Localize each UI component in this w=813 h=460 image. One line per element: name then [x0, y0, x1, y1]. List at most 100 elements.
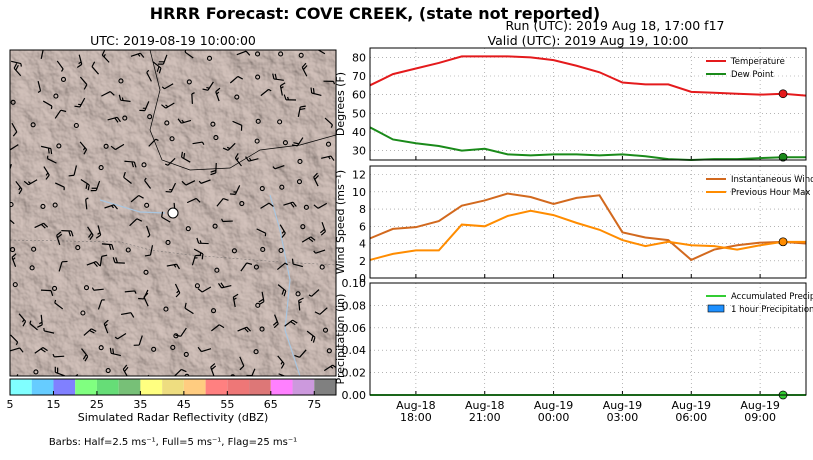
wind-barb — [54, 366, 65, 376]
wind-barb — [90, 180, 101, 192]
wind-barb — [103, 319, 109, 334]
wind-barb — [144, 177, 152, 189]
x-tick-label: Aug-19 09:00 — [740, 399, 779, 424]
wind-barb — [284, 319, 298, 327]
y-tick-label: 10 — [352, 186, 366, 199]
wind-barb — [279, 82, 286, 96]
calm-marker — [185, 226, 191, 232]
colorbar-tick-label: 75 — [307, 398, 321, 411]
wind-barb — [161, 83, 174, 90]
colorbar-segment — [314, 379, 336, 395]
wind-barb — [80, 178, 90, 191]
wind-barb — [232, 120, 243, 131]
wind-barb — [146, 69, 152, 82]
barb-note: Barbs: Half=2.5 ms⁻¹, Full=5 ms⁻¹, Flag=… — [49, 437, 297, 448]
wind-barb — [324, 117, 333, 128]
wind-barb — [197, 286, 212, 293]
wind-barb — [236, 50, 251, 56]
y-tick-label: 0.10 — [342, 277, 367, 290]
wind-barb — [313, 172, 319, 187]
wind-barb — [101, 243, 114, 251]
colorbar-segment — [31, 379, 54, 395]
wind-barb — [124, 160, 137, 168]
wind-barb — [34, 222, 49, 229]
calm-marker — [186, 79, 192, 85]
calm-marker — [194, 283, 200, 289]
wind-barb — [56, 231, 63, 246]
y-tick-label: 30 — [352, 145, 366, 158]
calm-marker — [183, 351, 189, 357]
y-tick-label: 40 — [352, 126, 366, 139]
wind-barb — [148, 138, 159, 147]
wind-barb — [83, 328, 97, 336]
wind-barb — [91, 287, 104, 291]
colorbar-segment — [10, 379, 32, 395]
plot-area — [370, 283, 806, 395]
calm-marker — [40, 203, 46, 209]
wind-barb — [61, 229, 74, 237]
wind-barb — [237, 326, 252, 333]
wind-barb — [222, 142, 236, 151]
river — [99, 194, 301, 376]
calm-marker — [98, 165, 104, 171]
map-title: UTC: 2019-08-19 10:00:00 — [90, 33, 256, 48]
legend-label: Temperature — [730, 57, 785, 67]
wind-barb — [272, 314, 279, 329]
wind-barb — [229, 75, 243, 84]
colorbar-tick-label: 35 — [133, 398, 147, 411]
wind-barb — [144, 245, 154, 257]
wind-barb — [191, 92, 195, 104]
y-tick-label: 0.00 — [342, 389, 367, 402]
boundary — [149, 50, 336, 171]
wind-barb — [11, 253, 17, 267]
wind-barb — [10, 144, 19, 151]
wind-barb — [256, 228, 267, 237]
wind-barb — [13, 63, 22, 77]
calm-marker — [298, 52, 304, 58]
wind-barb — [272, 164, 285, 170]
wind-barb — [54, 109, 67, 119]
calm-marker — [210, 121, 216, 127]
wind-barb — [260, 88, 272, 97]
wind-barb — [95, 225, 102, 239]
colorbar-segment — [96, 379, 119, 395]
y-tick-label: 0.02 — [342, 367, 367, 380]
calm-marker — [75, 245, 81, 251]
calm-marker — [206, 55, 213, 61]
wind-barb — [180, 151, 191, 163]
wind-barb — [11, 122, 18, 137]
wind-barb — [198, 179, 211, 184]
wind-barb — [120, 312, 135, 318]
colorbar-segment — [205, 379, 228, 395]
calm-marker — [303, 204, 309, 210]
wind-barb — [107, 116, 121, 123]
wind-barb — [192, 141, 205, 145]
wind-barb — [184, 302, 194, 315]
x-tick-label: Aug-18 18:00 — [396, 399, 435, 424]
calm-marker — [52, 202, 58, 208]
wind-barb — [34, 347, 48, 354]
figure-title: HRRR Forecast: COVE CREEK, (state not re… — [150, 4, 600, 23]
colorbar-segment — [292, 379, 315, 395]
series-line — [369, 55, 807, 97]
colorbar-segment — [118, 379, 141, 395]
wind-barb — [143, 292, 149, 307]
wind-barb — [202, 81, 214, 91]
calm-marker — [30, 122, 36, 128]
legend-label: Accumulated Precipitation — [731, 292, 813, 302]
calm-marker — [52, 285, 58, 291]
colorbar-segment — [183, 379, 206, 395]
wind-barb — [112, 257, 125, 264]
wind-barb — [323, 80, 336, 85]
calm-marker — [210, 308, 217, 314]
wind-barb — [52, 353, 65, 358]
y-tick-label: 50 — [352, 107, 366, 120]
calm-marker — [73, 122, 79, 129]
wind-barb — [104, 204, 118, 210]
wind-barb — [54, 299, 64, 310]
wind-barb — [109, 347, 121, 357]
wind-barb — [157, 54, 168, 65]
wind-barb — [294, 349, 307, 358]
wind-barb — [81, 348, 89, 362]
